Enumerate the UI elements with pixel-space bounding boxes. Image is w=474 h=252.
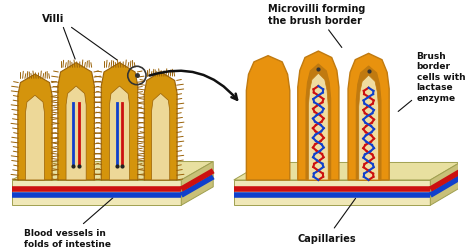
Text: Villi: Villi bbox=[42, 14, 64, 24]
Polygon shape bbox=[18, 75, 52, 180]
Text: Capillaries: Capillaries bbox=[298, 199, 356, 243]
Polygon shape bbox=[359, 76, 379, 180]
Polygon shape bbox=[309, 74, 328, 180]
Polygon shape bbox=[181, 162, 213, 205]
Polygon shape bbox=[58, 63, 94, 180]
Polygon shape bbox=[12, 162, 213, 180]
Polygon shape bbox=[298, 52, 339, 180]
Polygon shape bbox=[306, 65, 331, 180]
Polygon shape bbox=[356, 67, 381, 180]
Polygon shape bbox=[348, 54, 389, 180]
Polygon shape bbox=[246, 56, 290, 180]
Text: Microvilli forming
the brush border: Microvilli forming the brush border bbox=[268, 4, 365, 48]
Polygon shape bbox=[234, 180, 430, 205]
Polygon shape bbox=[101, 63, 138, 180]
Text: Blood vessels in
folds of intestine: Blood vessels in folds of intestine bbox=[24, 198, 113, 248]
Text: Brush
border
cells with
lactase
enzyme: Brush border cells with lactase enzyme bbox=[398, 52, 465, 112]
Polygon shape bbox=[430, 163, 460, 205]
Polygon shape bbox=[26, 96, 45, 180]
Polygon shape bbox=[234, 163, 460, 180]
Polygon shape bbox=[12, 180, 181, 205]
Polygon shape bbox=[152, 94, 170, 180]
Polygon shape bbox=[109, 87, 129, 180]
Polygon shape bbox=[144, 73, 177, 180]
Polygon shape bbox=[66, 87, 86, 180]
